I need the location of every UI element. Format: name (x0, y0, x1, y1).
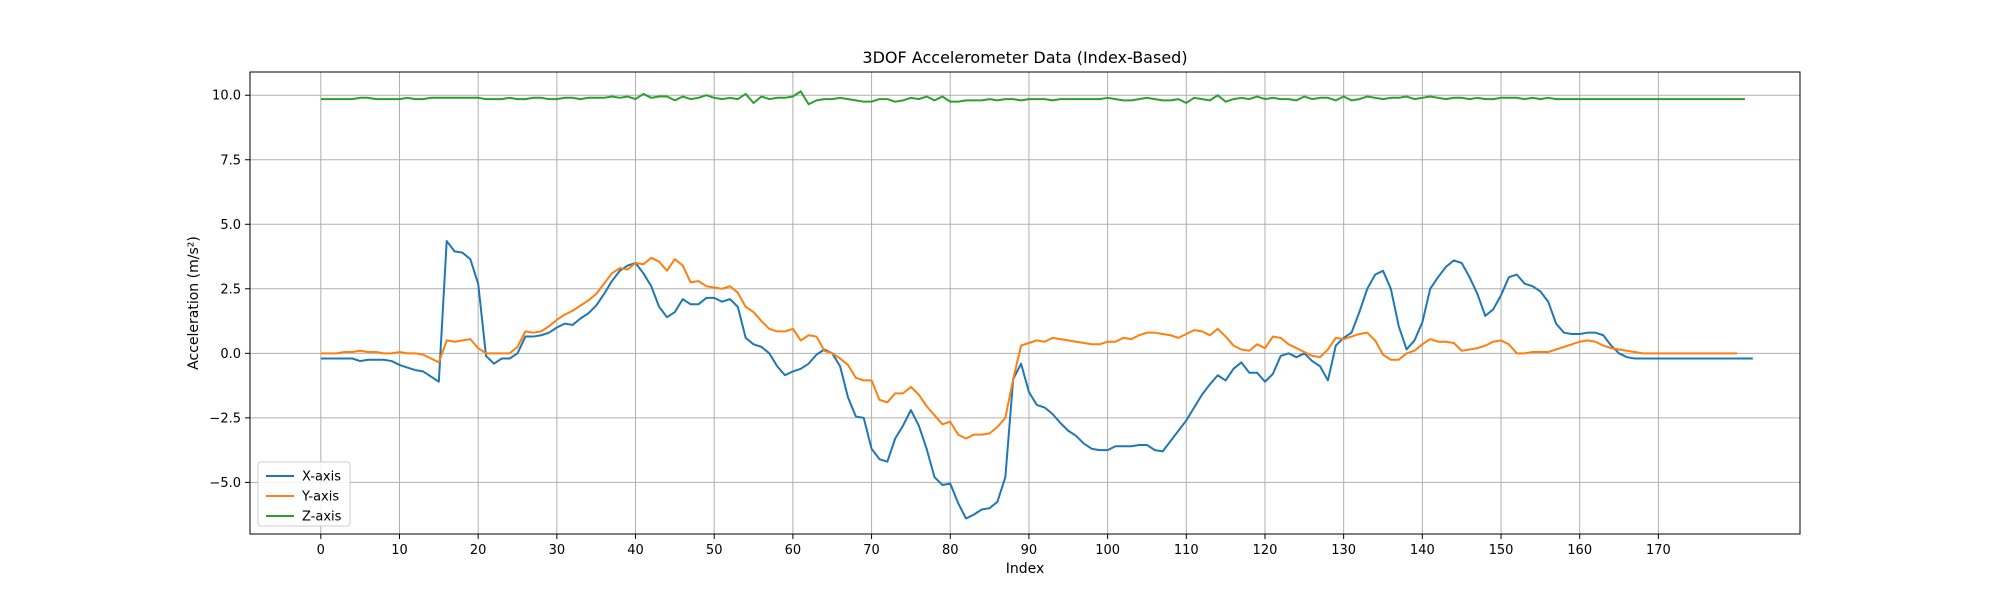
x-tick-label: 30 (549, 543, 566, 558)
plot-frame (249, 71, 1801, 535)
x-tick-label: 160 (1567, 543, 1592, 558)
series-line-y-axis (320, 256, 1738, 440)
x-tick-label: 100 (1095, 543, 1120, 558)
y-tick-label: 7.5 (220, 153, 241, 168)
x-tick-label: 70 (863, 543, 880, 558)
x-tick-label: 120 (1253, 543, 1278, 558)
x-tick-label: 40 (627, 543, 644, 558)
x-tick-label: 90 (1021, 543, 1038, 558)
x-tick-label: 60 (785, 543, 802, 558)
series-line-x-axis (320, 240, 1753, 520)
y-axis-label: Acceleration (m/s²) (186, 236, 202, 370)
legend-label: X-axis (302, 470, 341, 485)
legend: X-axis Y-axis Z-axis (257, 461, 351, 527)
grid-lines (250, 72, 1800, 534)
x-tick-label: 20 (470, 543, 487, 558)
x-tick-label: 0 (317, 543, 325, 558)
x-tick-label: 170 (1646, 543, 1671, 558)
y-tick-label: 5.0 (220, 218, 241, 233)
legend-label: Y-axis (301, 490, 339, 505)
series-lines (320, 90, 1753, 520)
series-line-z-axis (320, 90, 1745, 106)
x-tick-label: 150 (1489, 543, 1514, 558)
x-axis-ticks: 0 10 20 30 40 50 60 70 80 90 100 110 120 130 140 150 160… (317, 534, 1671, 558)
y-tick-label: 10.0 (212, 89, 241, 104)
x-tick-label: 110 (1174, 543, 1199, 558)
x-tick-label: 10 (391, 543, 408, 558)
x-tick-label: 50 (706, 543, 723, 558)
x-tick-label: 130 (1331, 543, 1356, 558)
y-tick-label: −2.5 (209, 411, 241, 426)
y-tick-label: 2.5 (220, 282, 241, 297)
y-tick-label: 0.0 (220, 347, 241, 362)
x-axis-label: Index (1006, 561, 1045, 577)
chart-title: 3DOF Accelerometer Data (Index-Based) (862, 48, 1187, 67)
legend-label: Z-axis (302, 510, 342, 525)
legend-box (257, 461, 351, 527)
x-tick-label: 140 (1410, 543, 1435, 558)
x-tick-label: 80 (942, 543, 959, 558)
y-tick-label: −5.0 (209, 476, 241, 491)
y-axis-ticks: −5.0 −2.5 0.0 2.5 5.0 7.5 10.0 (209, 89, 250, 491)
